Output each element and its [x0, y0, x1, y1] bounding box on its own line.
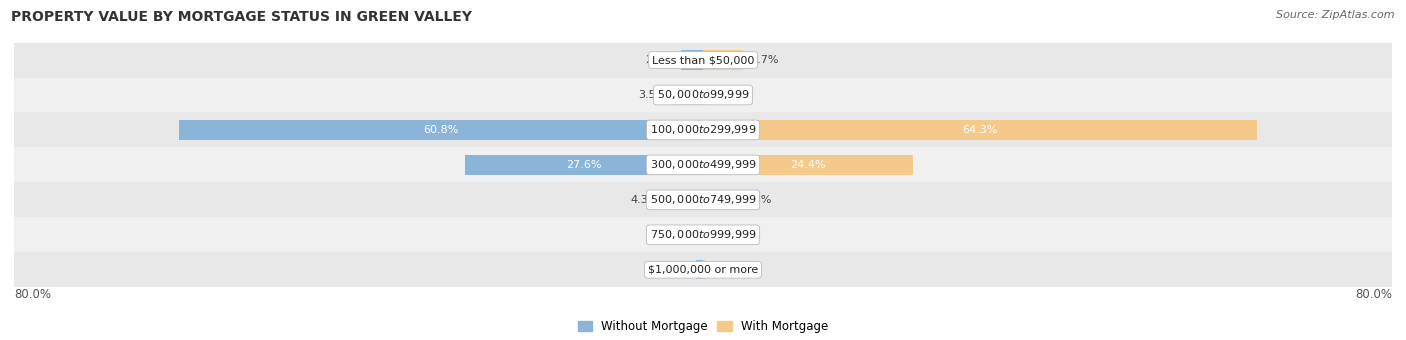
Text: 4.3%: 4.3%	[631, 195, 659, 205]
Bar	[14, 78, 1392, 113]
Bar	[14, 217, 1392, 252]
Bar	[180, 120, 703, 139]
Text: $750,000 to $999,999: $750,000 to $999,999	[650, 228, 756, 241]
Bar	[14, 42, 1392, 78]
Text: $1,000,000 or more: $1,000,000 or more	[648, 265, 758, 275]
Text: $50,000 to $99,999: $50,000 to $99,999	[657, 88, 749, 101]
Text: 3.5%: 3.5%	[638, 90, 666, 100]
Text: 4.7%: 4.7%	[751, 55, 779, 65]
Bar	[703, 260, 704, 279]
Bar	[666, 190, 703, 209]
Text: 80.0%: 80.0%	[14, 288, 51, 301]
Text: 0.46%: 0.46%	[657, 230, 692, 240]
Text: 24.4%: 24.4%	[790, 160, 825, 170]
Text: PROPERTY VALUE BY MORTGAGE STATUS IN GREEN VALLEY: PROPERTY VALUE BY MORTGAGE STATUS IN GRE…	[11, 10, 472, 24]
Text: 60.8%: 60.8%	[423, 125, 458, 135]
Bar	[14, 113, 1392, 148]
Text: 1.3%: 1.3%	[721, 230, 749, 240]
Bar	[673, 85, 703, 105]
Text: Less than $50,000: Less than $50,000	[652, 55, 754, 65]
Bar	[703, 225, 714, 244]
Bar	[465, 155, 703, 174]
Text: 3.9%: 3.9%	[744, 195, 772, 205]
Bar	[14, 148, 1392, 182]
Bar	[14, 182, 1392, 217]
Text: 27.6%: 27.6%	[567, 160, 602, 170]
Text: 0.83%: 0.83%	[654, 265, 689, 275]
Text: 64.3%: 64.3%	[962, 125, 997, 135]
Bar	[696, 260, 703, 279]
Text: $100,000 to $299,999: $100,000 to $299,999	[650, 123, 756, 136]
Bar	[703, 190, 737, 209]
Bar	[703, 50, 744, 70]
Text: 2.6%: 2.6%	[645, 55, 673, 65]
Bar	[699, 225, 703, 244]
Bar	[703, 155, 912, 174]
Bar	[681, 50, 703, 70]
Text: Source: ZipAtlas.com: Source: ZipAtlas.com	[1277, 10, 1395, 20]
Text: 1.3%: 1.3%	[721, 90, 749, 100]
Bar	[703, 120, 1257, 139]
Bar	[14, 252, 1392, 287]
Text: 80.0%: 80.0%	[1355, 288, 1392, 301]
Legend: Without Mortgage, With Mortgage: Without Mortgage, With Mortgage	[574, 315, 832, 338]
Bar	[703, 85, 714, 105]
Text: $500,000 to $749,999: $500,000 to $749,999	[650, 193, 756, 206]
Text: $300,000 to $499,999: $300,000 to $499,999	[650, 158, 756, 171]
Text: 0.19%: 0.19%	[711, 265, 747, 275]
